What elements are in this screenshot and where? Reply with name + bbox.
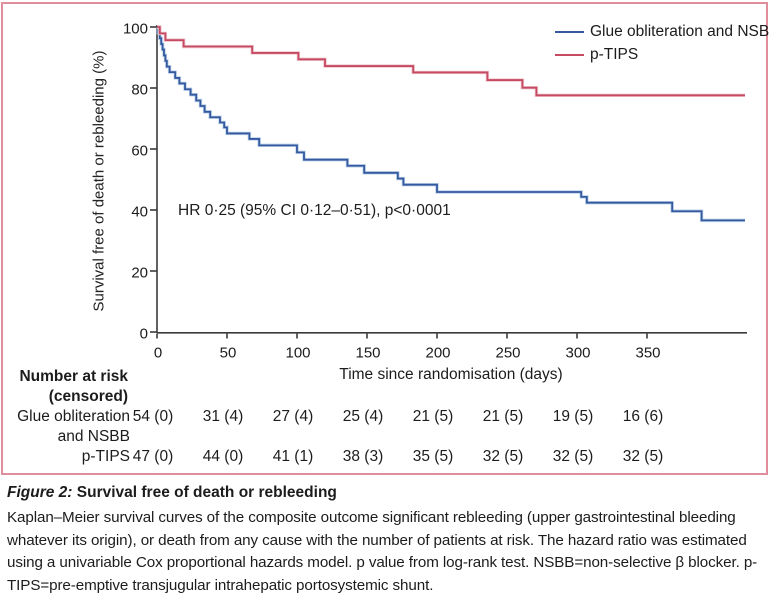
legend-item-glue: Glue obliteration and NSBB bbox=[555, 20, 769, 43]
risk-value: 19 (5) bbox=[552, 408, 594, 425]
risk-value: 31 (4) bbox=[202, 408, 244, 425]
risk-value: 38 (3) bbox=[342, 448, 384, 465]
legend-label: p-TIPS bbox=[590, 45, 639, 63]
risk-value: 32 (5) bbox=[552, 448, 594, 465]
legend-label: Glue obliteration and NSBB bbox=[590, 22, 769, 40]
risk-value: 21 (5) bbox=[412, 408, 454, 425]
y-tick-label: 0 bbox=[139, 325, 148, 343]
y-tick-label: 100 bbox=[122, 20, 148, 38]
legend-item-ptips: p-TIPS bbox=[555, 43, 769, 66]
risk-value: 44 (0) bbox=[202, 448, 244, 465]
y-axis-title: Survival free of death or rebleeding (%) bbox=[90, 50, 108, 312]
risk-value: 16 (6) bbox=[622, 408, 664, 425]
y-tick-label: 40 bbox=[131, 203, 148, 221]
hazard-ratio-annotation: HR 0·25 (95% CI 0·12–0·51), p<0·0001 bbox=[178, 202, 451, 219]
caption-title: Figure 2: Survival free of death or rebl… bbox=[7, 484, 759, 502]
x-tick-label: 100 bbox=[285, 344, 311, 362]
x-tick-label: 300 bbox=[565, 344, 591, 362]
risk-value: 54 (0) bbox=[132, 408, 174, 425]
x-tick-label: 0 bbox=[153, 344, 163, 362]
figure-panel: Survival free of death or rebleeding (%)… bbox=[1, 2, 769, 475]
caption-figure-label: Figure 2: bbox=[7, 484, 73, 501]
risk-row-label-glue-line2: and NSBB bbox=[57, 428, 130, 445]
legend-line-icon bbox=[555, 30, 584, 33]
x-tick-label: 250 bbox=[495, 344, 521, 362]
figure-caption: Figure 2: Survival free of death or rebl… bbox=[7, 484, 759, 597]
legend-line-icon bbox=[555, 53, 584, 56]
x-tick-label: 50 bbox=[219, 344, 237, 362]
risk-value: 32 (5) bbox=[622, 448, 664, 465]
risk-value: 35 (5) bbox=[412, 448, 454, 465]
risk-row-label-glue-line1: Glue obliteration bbox=[17, 408, 130, 425]
risk-table-header-line1: Number at risk bbox=[19, 368, 128, 385]
risk-table-header-line2: (censored) bbox=[48, 388, 128, 405]
x-tick-label: 150 bbox=[355, 344, 381, 362]
risk-value: 21 (5) bbox=[482, 408, 524, 425]
risk-value: 32 (5) bbox=[482, 448, 524, 465]
caption-body: Kaplan–Meier survival curves of the comp… bbox=[7, 509, 758, 594]
legend: Glue obliteration and NSBB p-TIPS bbox=[555, 20, 769, 66]
risk-value: 27 (4) bbox=[272, 408, 314, 425]
y-tick-label: 60 bbox=[131, 142, 148, 160]
x-axis-title: Time since randomisation (days) bbox=[339, 366, 563, 383]
caption-title-text: Survival free of death or rebleeding bbox=[72, 484, 337, 501]
risk-value: 47 (0) bbox=[132, 448, 174, 465]
risk-value: 25 (4) bbox=[342, 408, 384, 425]
x-tick-label: 350 bbox=[635, 344, 661, 362]
km-plot-svg bbox=[150, 25, 747, 339]
y-tick-label: 80 bbox=[131, 81, 148, 99]
risk-value: 41 (1) bbox=[272, 448, 314, 465]
y-tick-label: 20 bbox=[131, 264, 148, 282]
risk-row-label-ptips: p-TIPS bbox=[81, 448, 130, 465]
x-tick-label: 200 bbox=[425, 344, 451, 362]
